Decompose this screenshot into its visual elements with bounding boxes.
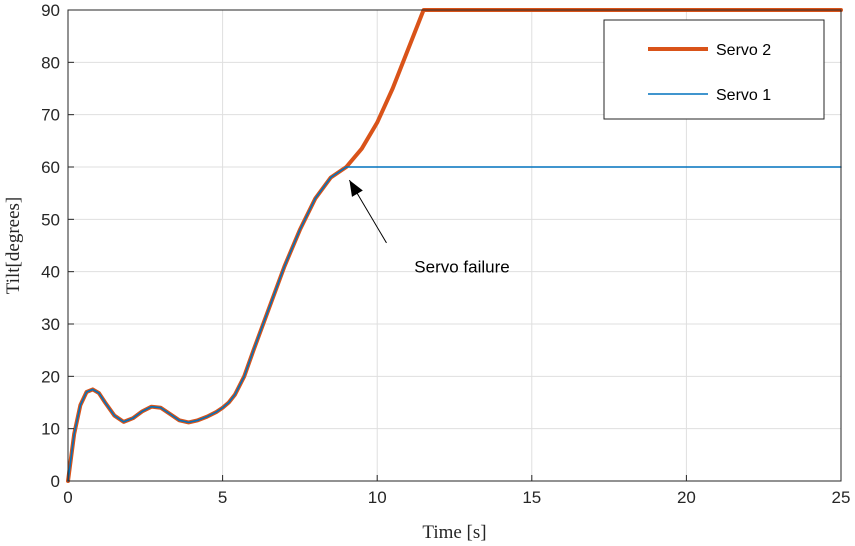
series-layer xyxy=(66,8,843,483)
x-axis-label: Time [s] xyxy=(422,522,486,543)
y-tick-label: 90 xyxy=(41,1,60,20)
y-tick-label: 80 xyxy=(41,53,60,72)
y-tick-label: 30 xyxy=(41,315,60,334)
y-axis-label: Tilt[degrees] xyxy=(3,197,24,294)
grid xyxy=(67,9,842,482)
y-tick-label: 50 xyxy=(41,210,60,229)
legend-label-servo-2: Servo 2 xyxy=(716,42,771,59)
x-tick-label: 20 xyxy=(677,488,696,507)
y-tick-label: 60 xyxy=(41,158,60,177)
y-tick-label: 40 xyxy=(41,263,60,282)
legend: Servo 2 Servo 1 xyxy=(603,19,825,120)
legend-label-servo-1: Servo 1 xyxy=(716,87,771,104)
plot-frame xyxy=(67,9,842,482)
legend-box xyxy=(603,19,825,120)
x-tick-label: 15 xyxy=(522,488,541,507)
x-tick-label: 5 xyxy=(218,488,227,507)
annotation-arrow-head xyxy=(349,180,363,197)
y-tick-label: 70 xyxy=(41,106,60,125)
annotation-text: Servo failure xyxy=(414,257,509,276)
y-tick-label: 10 xyxy=(41,420,60,439)
series-line-servo-1 xyxy=(67,166,842,482)
x-tick-label: 10 xyxy=(368,488,387,507)
y-tick-label: 0 xyxy=(51,472,60,491)
x-tick-label: 25 xyxy=(832,488,851,507)
axis-ticks: 0 5 10 15 20 25 0 10 20 30 40 50 60 70 80 90 xyxy=(41,1,850,507)
x-tick-label: 0 xyxy=(63,488,72,507)
y-tick-label: 20 xyxy=(41,367,60,386)
annotation-layer: Servo failure xyxy=(348,179,510,276)
